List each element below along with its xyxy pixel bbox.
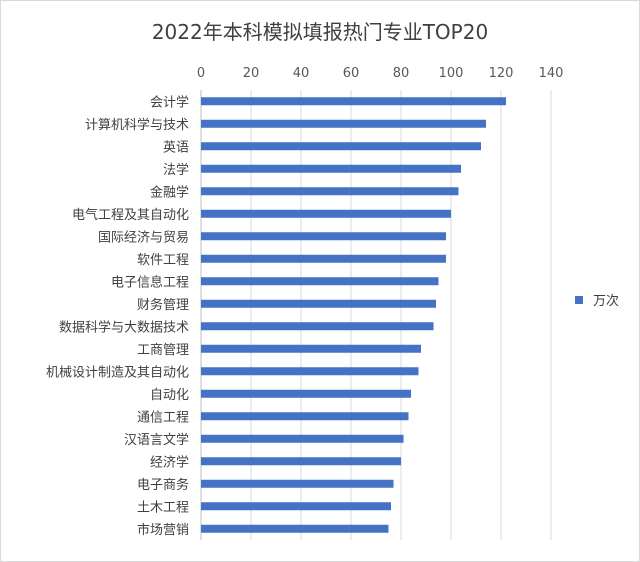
category-labels: 会计学计算机科学与技术英语法学金融学电气工程及其自动化国际经济与贸易软件工程电子…	[46, 94, 189, 538]
category-label: 会计学	[150, 94, 189, 110]
category-label: 金融学	[150, 184, 189, 200]
x-tick-label: 40	[293, 66, 310, 81]
x-tick-label: 0	[197, 66, 205, 81]
bar	[201, 232, 446, 241]
gridlines	[200, 90, 552, 540]
bar	[201, 434, 404, 443]
chart-title: 2022年本科模拟填报热门专业TOP20	[151, 20, 489, 44]
bar	[201, 142, 481, 151]
legend: 万次	[575, 290, 619, 309]
x-tick-label: 140	[539, 66, 564, 81]
category-label: 通信工程	[137, 410, 189, 425]
x-tick-label: 120	[489, 66, 514, 81]
bar	[201, 457, 401, 466]
category-label: 汉语言文学	[124, 432, 189, 448]
bar	[201, 209, 451, 218]
category-label: 工商管理	[137, 343, 189, 358]
category-label: 英语	[163, 140, 189, 155]
bar	[201, 97, 506, 106]
category-label: 法学	[163, 162, 189, 178]
bar	[201, 389, 411, 398]
category-label: 财务管理	[137, 297, 189, 313]
category-label: 电子信息工程	[111, 274, 189, 290]
legend-swatch	[575, 295, 583, 304]
bar	[201, 299, 436, 308]
x-tick-label: 60	[343, 66, 360, 81]
category-label: 计算机科学与技术	[85, 117, 189, 133]
bars	[201, 97, 506, 533]
bar	[201, 502, 391, 511]
bar	[201, 322, 434, 331]
x-tick-label: 100	[439, 66, 464, 81]
bar	[201, 344, 421, 353]
bar	[201, 412, 409, 421]
legend-label: 万次	[593, 294, 620, 309]
bar	[201, 187, 459, 196]
bar	[201, 479, 394, 488]
category-label: 机械设计制造及其自动化	[46, 365, 189, 380]
bar	[201, 524, 389, 533]
category-label: 市场营销	[137, 522, 189, 538]
x-tick-label: 80	[393, 66, 410, 81]
bar	[201, 277, 439, 286]
category-label: 国际经济与贸易	[98, 230, 189, 245]
category-label: 数据科学与大数据技术	[59, 319, 189, 335]
category-label: 电气工程及其自动化	[72, 207, 189, 223]
bar	[201, 254, 446, 263]
category-label: 电子商务	[137, 477, 189, 493]
category-label: 软件工程	[137, 253, 189, 268]
category-label: 经济学	[150, 454, 189, 470]
x-axis-ticks: 0 20 40 60 80 100 120 140	[197, 66, 564, 81]
category-label: 土木工程	[137, 500, 189, 515]
x-tick-label: 20	[243, 66, 260, 81]
bar	[201, 164, 461, 173]
bar	[201, 119, 486, 128]
bar	[201, 367, 419, 376]
category-label: 自动化	[150, 388, 189, 403]
